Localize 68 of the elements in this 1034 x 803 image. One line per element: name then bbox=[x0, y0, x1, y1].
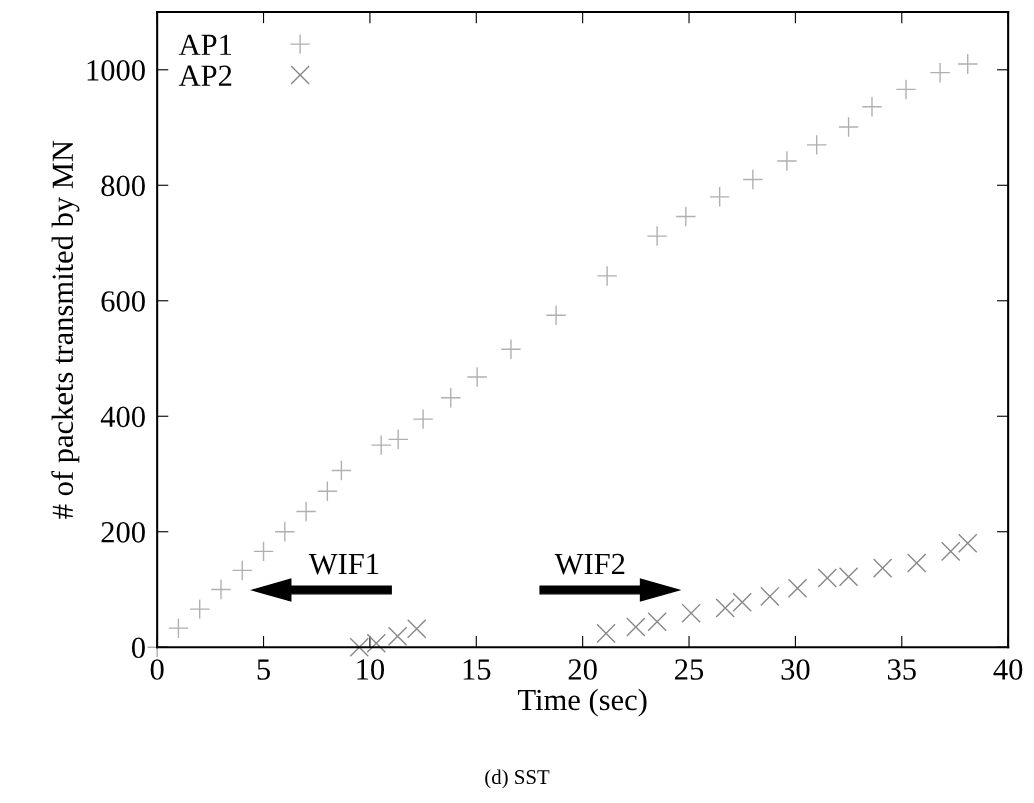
point bbox=[349, 637, 369, 657]
point bbox=[387, 626, 408, 646]
point bbox=[681, 603, 701, 623]
point bbox=[787, 578, 808, 599]
point bbox=[929, 62, 951, 84]
y-tick-label: 800 bbox=[101, 175, 145, 197]
point bbox=[500, 338, 522, 360]
point bbox=[806, 134, 828, 156]
point bbox=[412, 408, 434, 430]
point bbox=[742, 169, 764, 190]
point bbox=[545, 304, 567, 326]
point bbox=[168, 617, 189, 639]
text: (d) SST bbox=[485, 769, 550, 789]
point bbox=[957, 53, 979, 75]
x-tick-label: 25 bbox=[675, 659, 704, 680]
x-tick-label: 40 bbox=[993, 659, 1023, 680]
x-tick-label: 35 bbox=[887, 659, 916, 680]
point bbox=[466, 366, 488, 388]
x-tick-label: 20 bbox=[568, 659, 597, 680]
point bbox=[253, 540, 274, 562]
point bbox=[861, 96, 883, 118]
point bbox=[370, 434, 392, 456]
x-axis-title: Time (sec) bbox=[518, 688, 647, 717]
x-tick-label: 15 bbox=[463, 659, 491, 680]
point bbox=[647, 612, 667, 632]
y-tick-label: 200 bbox=[101, 522, 145, 543]
x-tick-label: 10 bbox=[357, 659, 385, 680]
point bbox=[940, 541, 961, 562]
point bbox=[646, 225, 668, 247]
point bbox=[316, 480, 338, 502]
annotation: WIF2 bbox=[554, 553, 625, 575]
point bbox=[330, 460, 352, 481]
point bbox=[715, 598, 735, 618]
point bbox=[406, 619, 427, 639]
point bbox=[274, 521, 296, 543]
point bbox=[626, 617, 646, 637]
y-tick-label: 0 bbox=[131, 637, 145, 659]
y-axis-title: # of packets transmited by MN bbox=[51, 140, 80, 519]
annotation: WIF1 bbox=[308, 553, 379, 575]
point bbox=[295, 501, 317, 522]
point bbox=[760, 586, 780, 607]
point bbox=[838, 567, 859, 587]
point bbox=[817, 568, 838, 588]
point bbox=[596, 623, 616, 644]
point bbox=[366, 633, 387, 653]
point bbox=[596, 265, 618, 287]
point bbox=[675, 206, 697, 227]
point bbox=[709, 186, 731, 208]
point bbox=[872, 558, 893, 578]
point bbox=[387, 428, 409, 450]
point bbox=[210, 579, 232, 600]
point bbox=[895, 79, 917, 100]
point bbox=[732, 592, 752, 612]
legend-label: AP2 bbox=[178, 65, 232, 86]
point bbox=[838, 116, 860, 138]
point bbox=[958, 533, 978, 554]
x-tick-label: 0 bbox=[150, 659, 164, 680]
y-tick-label: 600 bbox=[101, 291, 145, 312]
legend-label: AP1 bbox=[178, 34, 232, 55]
x-tick-label: 5 bbox=[257, 659, 270, 680]
point bbox=[906, 553, 927, 573]
y-tick-label: 1000 bbox=[87, 60, 145, 81]
point bbox=[440, 387, 462, 409]
point bbox=[231, 560, 253, 581]
x-tick-label: 30 bbox=[781, 659, 810, 680]
y-tick-label: 400 bbox=[100, 406, 145, 428]
point bbox=[189, 598, 211, 620]
point bbox=[776, 150, 798, 172]
